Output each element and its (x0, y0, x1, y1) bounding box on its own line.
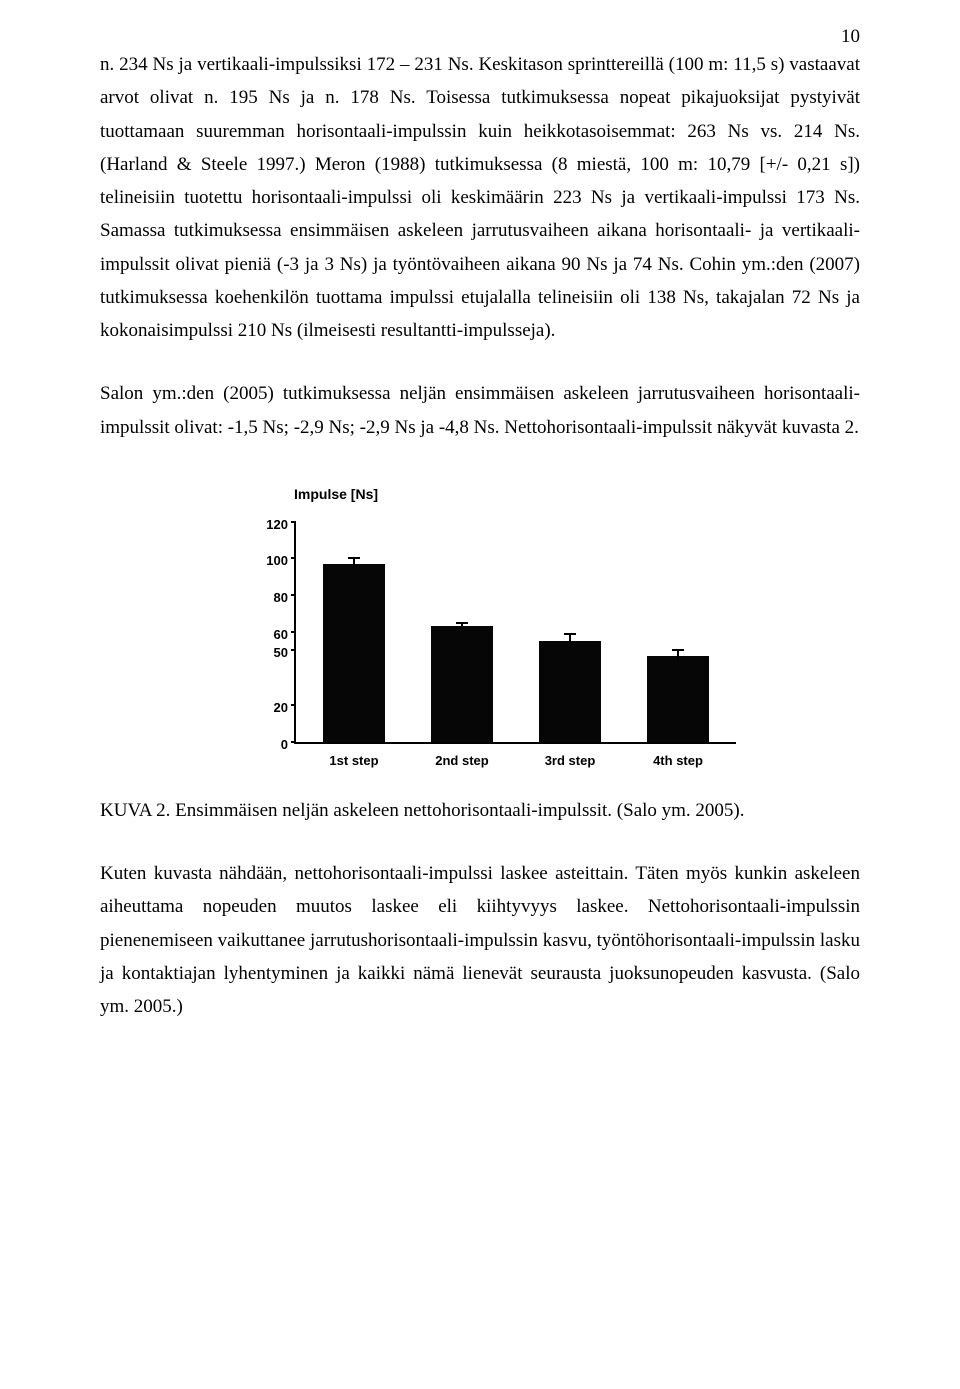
chart-error-cap (456, 622, 468, 624)
chart-error-bar (677, 650, 679, 661)
chart-x-label: 4th step (637, 750, 719, 773)
chart-y-tick-label: 60 (248, 624, 288, 647)
chart-y-tick (291, 557, 296, 559)
chart-x-label: 2nd step (421, 750, 503, 773)
body-paragraph-3: Kuten kuvasta nähdään, nettohorisontaali… (100, 857, 860, 1023)
chart-y-tick (291, 521, 296, 523)
chart-bar (431, 626, 493, 742)
chart-y-tick (291, 594, 296, 596)
body-paragraph-2: Salon ym.:den (2005) tutkimuksessa neljä… (100, 377, 860, 444)
chart-error-cap (348, 557, 360, 559)
chart-error-bar (569, 634, 571, 649)
chart-plot-area: 0205060801001201st step2nd step3rd step4… (294, 522, 736, 744)
chart-y-tick-label: 120 (248, 514, 288, 537)
chart-bar (647, 656, 709, 742)
chart-y-axis-title: Impulse [Ns] (294, 482, 378, 507)
chart-error-bar (461, 623, 463, 630)
figure-caption: KUVA 2. Ensimmäisen neljän askeleen nett… (100, 794, 860, 827)
chart-bar (323, 564, 385, 742)
chart-y-tick (291, 631, 296, 633)
chart-y-tick (291, 741, 296, 743)
chart-y-tick (291, 649, 296, 651)
chart-y-tick (291, 704, 296, 706)
body-paragraph-1: n. 234 Ns ja vertikaali-impulssiksi 172 … (100, 48, 860, 347)
impulse-bar-chart: Impulse [Ns] 0205060801001201st step2nd … (240, 474, 760, 784)
chart-error-bar (353, 558, 355, 569)
chart-error-cap (564, 633, 576, 635)
chart-y-tick-label: 100 (248, 550, 288, 573)
chart-y-tick-label: 80 (248, 587, 288, 610)
chart-bar (539, 641, 601, 742)
chart-x-label: 1st step (313, 750, 395, 773)
chart-error-cap (672, 649, 684, 651)
chart-y-tick-label: 0 (248, 734, 288, 757)
page-number: 10 (841, 20, 860, 53)
chart-x-label: 3rd step (529, 750, 611, 773)
chart-y-tick-label: 20 (248, 697, 288, 720)
